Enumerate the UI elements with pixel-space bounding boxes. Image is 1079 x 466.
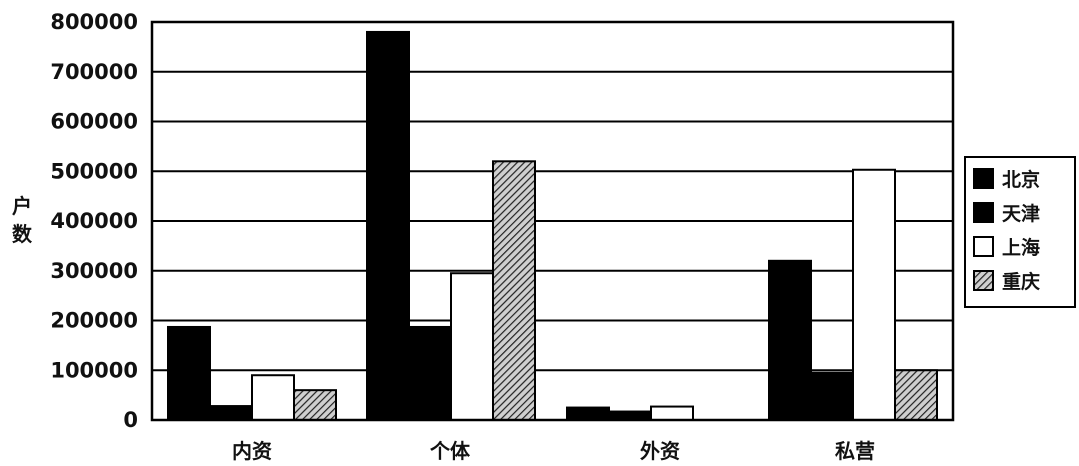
y-axis-tick-labels: 0 100000 200000 300000 400000 500000 600000 700… <box>50 10 138 432</box>
bar-天津-外资 <box>608 410 652 422</box>
bar-上海-内资 <box>251 374 295 422</box>
bar-北京-个体 <box>366 30 410 421</box>
legend-swatch <box>973 270 994 291</box>
bar-北京-私营 <box>768 259 812 421</box>
x-category-label: 内资 <box>232 439 272 463</box>
y-tick-label: 400000 <box>50 209 138 233</box>
y-tick-label: 700000 <box>50 60 138 84</box>
plot-frame <box>150 20 955 422</box>
legend-swatch <box>973 168 994 189</box>
y-tick-label: 600000 <box>50 110 138 134</box>
bar-上海-外资 <box>650 405 694 422</box>
bar-重庆-个体 <box>492 160 536 422</box>
bar-重庆-私营 <box>894 369 938 421</box>
legend-label: 上海 <box>1002 236 1040 259</box>
bar-天津-私营 <box>810 371 854 421</box>
bar-重庆-内资 <box>293 389 337 421</box>
x-category-label: 个体 <box>429 439 471 463</box>
legend-label: 天津 <box>1002 202 1040 225</box>
x-category-label: 私营 <box>835 439 875 463</box>
y-tick-label: 300000 <box>50 259 138 283</box>
bar-上海-私营 <box>852 168 896 421</box>
legend-label: 北京 <box>1002 168 1040 191</box>
y-axis-label: 户数 <box>12 194 33 246</box>
bar-天津-内资 <box>209 405 253 422</box>
legend-label: 重庆 <box>1002 270 1040 293</box>
y-tick-label: 800000 <box>50 10 138 34</box>
plot-border <box>150 20 955 422</box>
gridlines <box>152 21 953 421</box>
y-tick-label: 500000 <box>50 159 138 183</box>
bars <box>167 30 938 422</box>
y-tick-label: 200000 <box>50 309 138 333</box>
y-tick-label: 0 <box>123 408 138 432</box>
x-category-label: 外资 <box>640 439 680 463</box>
legend-swatch <box>973 236 994 257</box>
x-axis-category-labels: 内资 个体 外资 私营 <box>232 439 875 463</box>
legend-swatch <box>973 202 994 223</box>
bar-上海-个体 <box>450 272 494 421</box>
bar-北京-内资 <box>167 325 211 421</box>
y-tick-label: 100000 <box>50 358 138 382</box>
bar-天津-个体 <box>408 325 452 421</box>
bar-北京-外资 <box>566 406 610 421</box>
